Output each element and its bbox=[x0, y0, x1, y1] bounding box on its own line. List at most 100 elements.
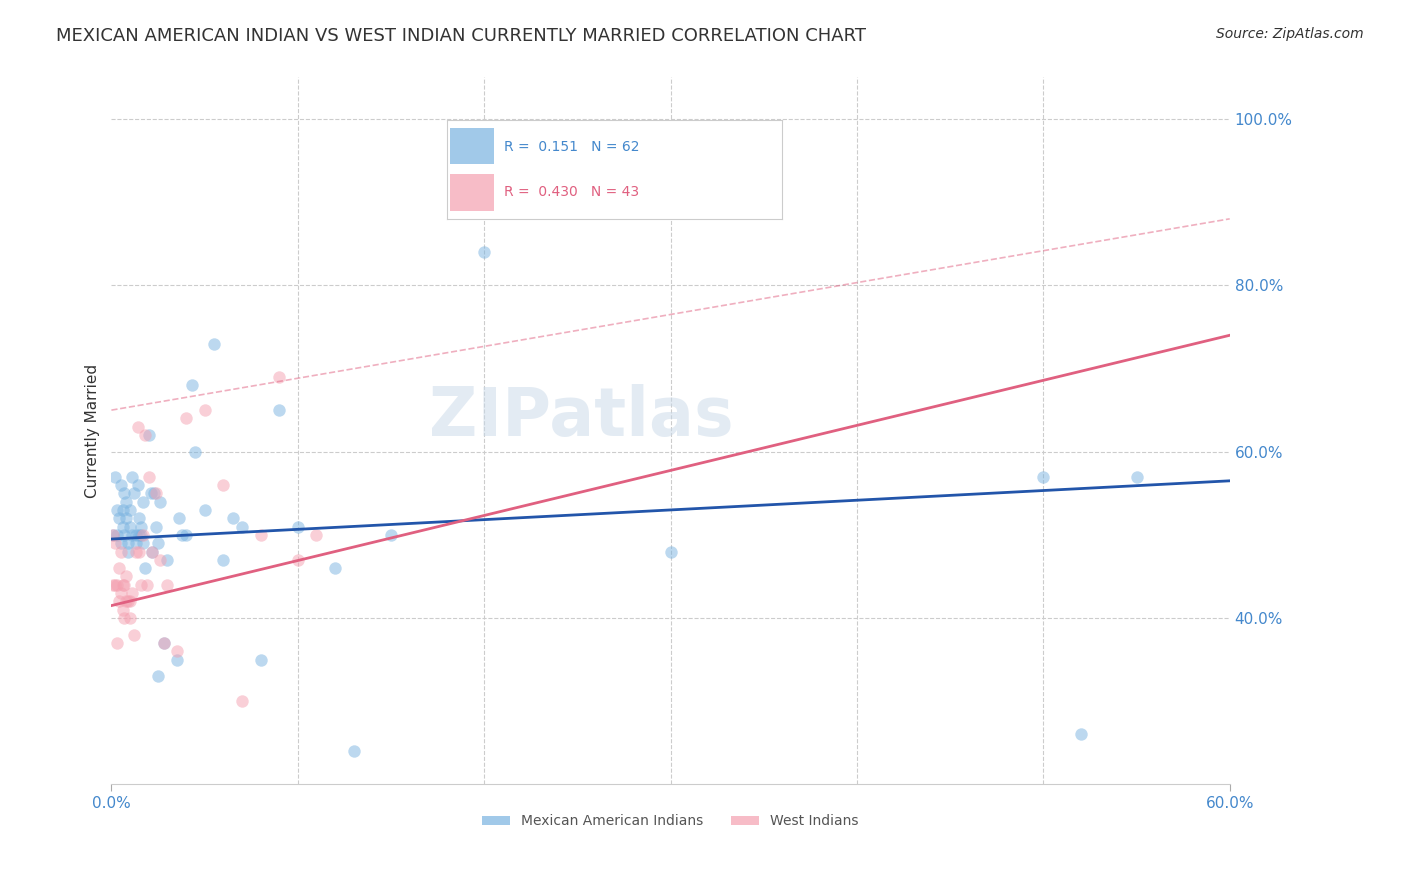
Point bbox=[231, 694, 253, 708]
Point bbox=[135, 578, 157, 592]
Point bbox=[166, 653, 188, 667]
Point bbox=[212, 478, 235, 492]
Point bbox=[121, 528, 143, 542]
Point bbox=[129, 578, 152, 592]
Point bbox=[221, 511, 243, 525]
Point bbox=[156, 578, 179, 592]
Point bbox=[118, 594, 141, 608]
Text: ZIPatlas: ZIPatlas bbox=[429, 384, 734, 450]
Point bbox=[152, 636, 174, 650]
Point bbox=[129, 519, 152, 533]
Point bbox=[105, 528, 128, 542]
Point bbox=[111, 578, 134, 592]
Point bbox=[166, 644, 188, 658]
Point bbox=[122, 628, 145, 642]
Point bbox=[105, 503, 128, 517]
Point bbox=[124, 544, 146, 558]
Point bbox=[104, 578, 127, 592]
Point bbox=[145, 519, 167, 533]
Point bbox=[108, 561, 131, 575]
Point bbox=[231, 519, 253, 533]
Point bbox=[269, 403, 291, 417]
Point bbox=[380, 528, 402, 542]
Point bbox=[146, 669, 169, 683]
Point bbox=[149, 553, 172, 567]
Point bbox=[110, 536, 132, 550]
Point bbox=[138, 428, 160, 442]
Point bbox=[174, 411, 197, 425]
Point bbox=[156, 553, 179, 567]
Point bbox=[287, 519, 309, 533]
Point bbox=[114, 578, 136, 592]
Point bbox=[115, 569, 138, 583]
Point bbox=[118, 503, 141, 517]
Point bbox=[128, 528, 150, 542]
Point bbox=[105, 578, 128, 592]
Point bbox=[118, 519, 141, 533]
Point bbox=[115, 594, 138, 608]
Point bbox=[110, 544, 132, 558]
Point bbox=[118, 611, 141, 625]
Point bbox=[149, 494, 172, 508]
Point bbox=[111, 519, 134, 533]
Point bbox=[287, 553, 309, 567]
Point bbox=[114, 528, 136, 542]
Point bbox=[134, 428, 156, 442]
Point bbox=[143, 486, 166, 500]
Point bbox=[472, 245, 495, 260]
Point bbox=[343, 744, 366, 758]
Point bbox=[269, 369, 291, 384]
Point bbox=[1032, 469, 1054, 483]
Point bbox=[104, 536, 127, 550]
Point bbox=[132, 494, 155, 508]
Point bbox=[167, 511, 190, 525]
Point bbox=[1070, 727, 1092, 741]
Point bbox=[128, 544, 150, 558]
Point bbox=[141, 544, 163, 558]
Point bbox=[323, 561, 346, 575]
Point bbox=[129, 528, 152, 542]
Point bbox=[132, 536, 155, 550]
Point bbox=[249, 528, 271, 542]
Point bbox=[117, 536, 139, 550]
Legend: Mexican American Indians, West Indians: Mexican American Indians, West Indians bbox=[477, 809, 865, 834]
Point bbox=[127, 478, 149, 492]
Point bbox=[121, 469, 143, 483]
Point bbox=[127, 419, 149, 434]
Point bbox=[104, 469, 127, 483]
Text: MEXICAN AMERICAN INDIAN VS WEST INDIAN CURRENTLY MARRIED CORRELATION CHART: MEXICAN AMERICAN INDIAN VS WEST INDIAN C… bbox=[56, 27, 866, 45]
Point bbox=[117, 544, 139, 558]
Point bbox=[103, 528, 125, 542]
Point bbox=[305, 528, 328, 542]
Point bbox=[105, 636, 128, 650]
Point bbox=[103, 528, 125, 542]
Point bbox=[124, 528, 146, 542]
Y-axis label: Currently Married: Currently Married bbox=[86, 364, 100, 498]
Point bbox=[138, 469, 160, 483]
Point bbox=[132, 528, 155, 542]
Point bbox=[115, 494, 138, 508]
Point bbox=[174, 528, 197, 542]
Point bbox=[114, 486, 136, 500]
Point bbox=[103, 578, 125, 592]
Point bbox=[108, 594, 131, 608]
Point bbox=[202, 336, 225, 351]
Point bbox=[194, 403, 217, 417]
Point bbox=[121, 586, 143, 600]
Point bbox=[146, 536, 169, 550]
Point bbox=[1125, 469, 1147, 483]
Point bbox=[194, 503, 217, 517]
Point bbox=[134, 561, 156, 575]
Point bbox=[111, 503, 134, 517]
Point bbox=[180, 378, 202, 392]
Point bbox=[124, 536, 146, 550]
Point bbox=[172, 528, 194, 542]
Point bbox=[184, 444, 207, 458]
Point bbox=[128, 511, 150, 525]
Text: Source: ZipAtlas.com: Source: ZipAtlas.com bbox=[1216, 27, 1364, 41]
Point bbox=[110, 586, 132, 600]
Point bbox=[115, 511, 138, 525]
Point bbox=[117, 594, 139, 608]
Point bbox=[111, 603, 134, 617]
Point bbox=[145, 486, 167, 500]
